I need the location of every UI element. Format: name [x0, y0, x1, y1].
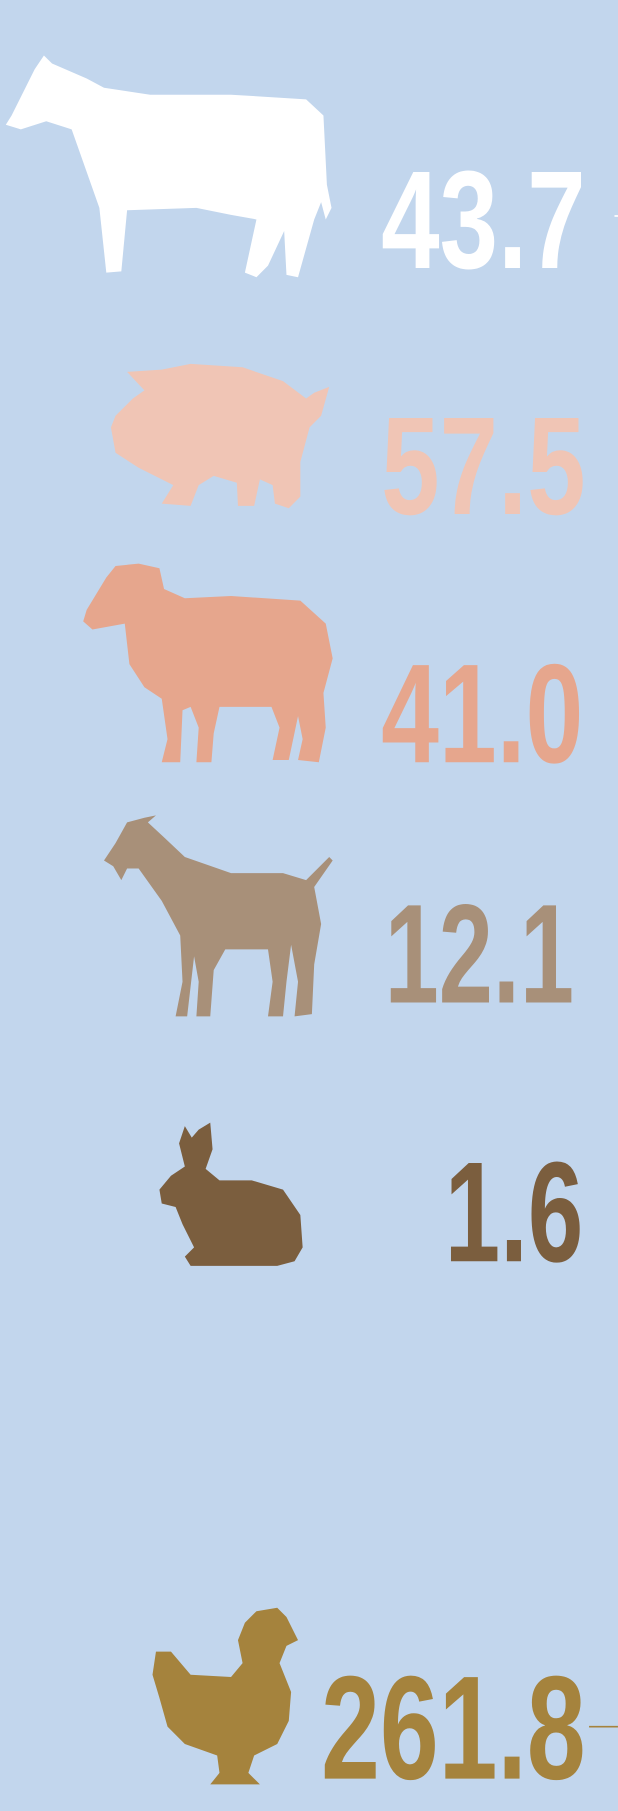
value-label: 12.1: [385, 875, 574, 1033]
sheep-icon: [83, 563, 333, 763]
chicken-icon: [152, 1607, 299, 1785]
pig-icon: [110, 363, 330, 509]
value-label: 57.5: [381, 388, 585, 544]
value-label: 261.8: [321, 1646, 585, 1811]
value-label: 1.6: [445, 1133, 584, 1292]
goat-icon: [103, 815, 333, 1017]
cow-icon: [5, 55, 332, 278]
value-label: 43.7: [381, 142, 585, 298]
rabbit-icon: [159, 1122, 303, 1266]
value-label: 41.0: [381, 634, 583, 792]
